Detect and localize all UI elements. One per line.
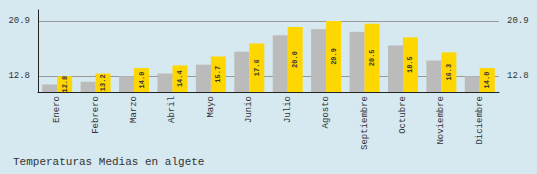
svg-text:18.5: 18.5: [406, 56, 414, 73]
svg-text:Enero: Enero: [52, 96, 62, 123]
svg-text:12.8: 12.8: [507, 71, 529, 81]
svg-text:14.4: 14.4: [176, 70, 184, 87]
svg-text:Temperaturas Medias en algete: Temperaturas Medias en algete: [13, 156, 204, 168]
svg-text:16.3: 16.3: [445, 64, 453, 81]
svg-text:Octubre: Octubre: [398, 96, 408, 134]
svg-text:20.9: 20.9: [330, 48, 338, 65]
svg-text:12.8: 12.8: [8, 71, 30, 81]
svg-text:14.0: 14.0: [483, 72, 491, 89]
svg-text:17.6: 17.6: [253, 59, 261, 76]
svg-text:20.0: 20.0: [291, 51, 299, 68]
svg-text:20.9: 20.9: [8, 16, 30, 26]
svg-text:Julio: Julio: [283, 96, 293, 123]
svg-text:Noviembre: Noviembre: [436, 96, 446, 145]
svg-text:Abril: Abril: [167, 96, 177, 123]
svg-text:20.5: 20.5: [368, 49, 376, 66]
svg-text:Mayo: Mayo: [206, 96, 216, 118]
svg-text:14.0: 14.0: [138, 72, 146, 89]
svg-text:20.9: 20.9: [507, 16, 529, 26]
svg-text:12.8: 12.8: [61, 76, 69, 93]
svg-text:13.2: 13.2: [99, 74, 107, 91]
svg-text:Marzo: Marzo: [129, 96, 139, 123]
svg-text:15.7: 15.7: [214, 66, 222, 83]
svg-text:Febrero: Febrero: [91, 96, 101, 134]
svg-text:Junio: Junio: [244, 96, 254, 123]
svg-text:Diciembre: Diciembre: [475, 96, 485, 145]
svg-text:Agosto: Agosto: [321, 96, 331, 128]
svg-text:Septiembre: Septiembre: [360, 96, 370, 150]
